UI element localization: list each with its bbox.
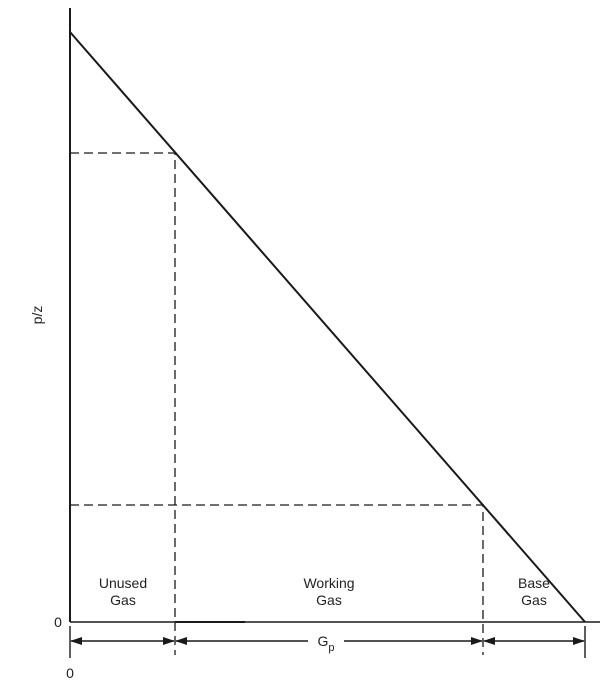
x-origin: 0 (66, 665, 74, 681)
upper-guide (70, 152, 176, 655)
region-label: Gas (316, 592, 342, 608)
y-label: p/z (29, 306, 45, 325)
region-label: Gas (110, 592, 136, 608)
region-label: Base (518, 575, 550, 591)
region-label: Unused (99, 575, 147, 591)
gp-label: Gp (317, 633, 334, 654)
y-origin: 0 (54, 614, 62, 630)
lower-guide (70, 504, 484, 655)
gp-sub: p (328, 642, 334, 654)
pz-line (69, 31, 586, 623)
gp-main: G (317, 633, 328, 649)
region-label: Working (303, 575, 354, 591)
region-label: Gas (521, 592, 547, 608)
